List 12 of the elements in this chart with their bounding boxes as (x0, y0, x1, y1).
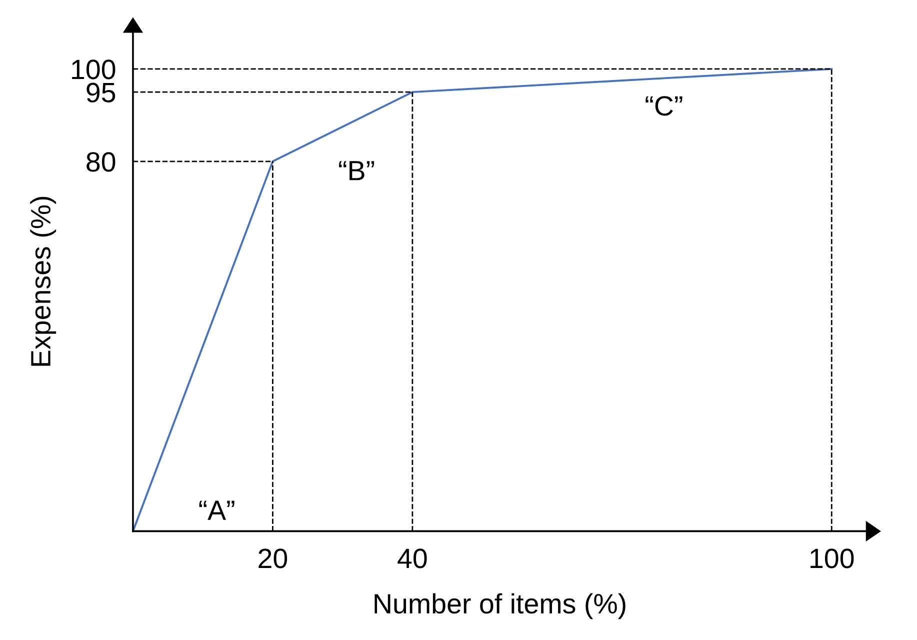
annotation: “C” (646, 96, 682, 116)
y-tick-label: 80 (86, 152, 116, 172)
x-tick-label: 20 (258, 548, 288, 568)
line-series (132, 68, 833, 532)
x-tick-label: 40 (398, 548, 427, 568)
annotation: “B” (339, 161, 374, 180)
x-tick-label: 100 (810, 548, 854, 568)
y-tick-label: 100 (72, 60, 116, 80)
y-axis-title: Expenses (%) (30, 196, 56, 366)
x-axis-title: Number of items (%) (374, 593, 626, 620)
y-tick-label: 95 (86, 82, 116, 102)
annotation: “A” (199, 500, 234, 520)
